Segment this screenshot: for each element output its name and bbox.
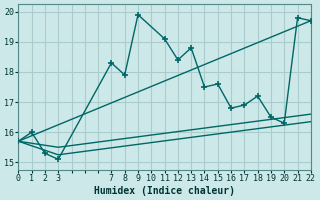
X-axis label: Humidex (Indice chaleur): Humidex (Indice chaleur) [94, 186, 235, 196]
